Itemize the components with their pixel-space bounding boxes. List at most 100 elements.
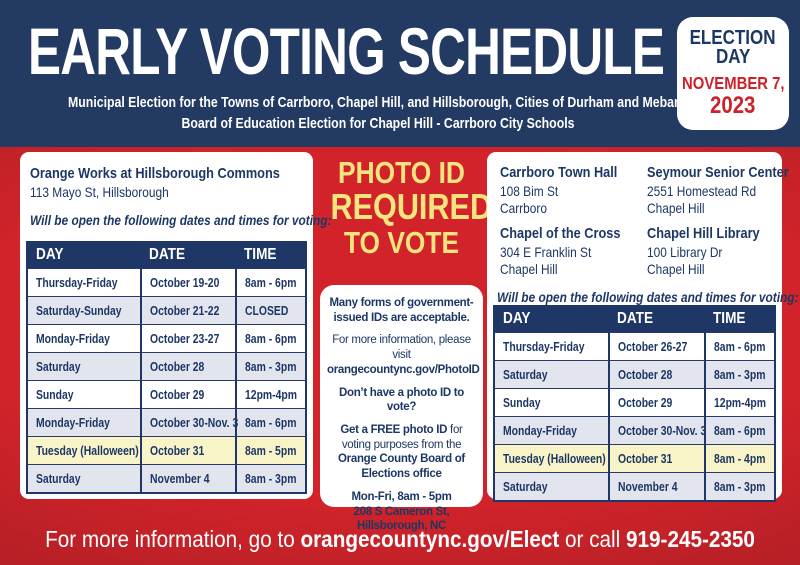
- column-header-date: DATE: [609, 305, 705, 332]
- hillsborough-panel-text: Orange Works at Hillsborough Commons 113…: [20, 152, 332, 228]
- photoid-url: orangecountync.gov/PhotoID: [327, 363, 480, 376]
- page-title: EARLY VOTING SCHEDULE: [28, 18, 800, 84]
- table-row: Saturday-Sunday October 21-22 CLOSED: [27, 296, 306, 325]
- cell-time: 8am - 6pm: [703, 332, 775, 360]
- subtitle-line-2: Board of Education Election for Chapel H…: [181, 115, 575, 132]
- cell-date: October 19-20: [140, 268, 237, 297]
- cell-time: 8am - 6pm: [703, 416, 775, 444]
- info-more-info: For more information, please visit orang…: [327, 333, 480, 377]
- cell-day: Saturday: [503, 478, 548, 494]
- footer-text: For more information, go to orangecounty…: [40, 526, 760, 553]
- location-address: 113 Mayo St, Hillsborough: [30, 183, 169, 200]
- hillsborough-panel: Orange Works at Hillsborough Commons 113…: [20, 152, 332, 499]
- header-banner: EARLY VOTING SCHEDULE Municipal Election…: [0, 0, 800, 147]
- table-row: Monday-Friday October 30-Nov. 3 8am - 6pm: [27, 408, 306, 437]
- cell-time: 8am - 3pm: [235, 464, 306, 493]
- table-row: Saturday October 28 8am - 3pm: [27, 352, 306, 381]
- subtitle: Municipal Election for the Towns of Carr…: [0, 92, 756, 134]
- location-seymour-senior-center: Seymour Senior Center 2551 Homestead Rd …: [647, 164, 789, 217]
- table-row: Tuesday (Halloween) October 31 8am - 5pm: [27, 436, 306, 465]
- office-street: 208 S Cameron St,: [353, 505, 450, 518]
- cell-time: 12pm-4pm: [235, 380, 306, 409]
- cell-date: November 4: [608, 472, 705, 501]
- cell-date: October 29: [608, 388, 705, 416]
- table-row: Monday-Friday October 23-27 8am - 6pm: [27, 324, 306, 353]
- column-header-date: DATE: [141, 242, 237, 269]
- elections-url: orangecountync.gov/Elect: [300, 526, 560, 552]
- cell-day: Tuesday (Halloween): [36, 443, 139, 458]
- footer-prefix: For more information, go to: [45, 526, 301, 552]
- cell-day: Thursday-Friday: [503, 338, 585, 354]
- right-open-note-wrap: Will be open the following dates and tim…: [487, 286, 799, 305]
- cell-day: Monday-Friday: [36, 331, 110, 346]
- column-header-time: TIME: [236, 242, 306, 269]
- photo-id-heading: PHOTO ID REQUIRED TO VOTE: [318, 155, 493, 261]
- cell-time: 8am - 4pm: [703, 444, 775, 472]
- info-free-id-regular: for voting purposes from the: [341, 424, 463, 451]
- locations-grid: Carrboro Town Hall 108 Bim St Carrboro S…: [487, 152, 789, 286]
- cell-time: 8am - 5pm: [235, 436, 306, 465]
- cell-time: 8am - 6pm: [235, 408, 306, 437]
- cell-date: October 30-Nov. 3: [608, 416, 706, 444]
- info-office-details: Mon-Fri, 8am - 5pm 208 S Cameron St, Hil…: [327, 490, 476, 534]
- chapel-hill-carrboro-panel: Carrboro Town Hall 108 Bim St Carrboro S…: [487, 152, 799, 502]
- location-name: Orange Works at Hillsborough Commons: [30, 165, 280, 182]
- footer-contact-line: For more information, go to orangecounty…: [0, 526, 800, 553]
- cell-date: October 28: [608, 360, 705, 388]
- info-free-id: Get a FREE photo ID for voting purposes …: [327, 423, 476, 482]
- cell-date: October 26-27: [608, 332, 705, 360]
- phone-number: 919-245-2350: [626, 526, 755, 552]
- cell-day: Monday-Friday: [503, 422, 577, 438]
- cell-date: October 31: [608, 444, 705, 472]
- cell-day: Saturday-Sunday: [36, 303, 122, 318]
- cell-day: Monday-Friday: [36, 415, 110, 430]
- cell-time: 8am - 3pm: [235, 352, 306, 381]
- column-header-time: TIME: [704, 305, 775, 332]
- cell-day: Saturday: [36, 359, 81, 374]
- cell-date: November 4: [140, 464, 237, 493]
- table-row: Thursday-Friday October 26-27 8am - 6pm: [494, 332, 775, 360]
- table-row: Sunday October 29 12pm-4pm: [494, 388, 775, 416]
- cell-day: Saturday: [503, 366, 548, 382]
- cell-time: 8am - 6pm: [235, 268, 306, 297]
- cell-time: 8am - 6pm: [235, 324, 306, 353]
- table-row: Saturday November 4 8am - 3pm: [494, 472, 775, 501]
- cell-time: 12pm-4pm: [703, 388, 775, 416]
- election-badge-word-day: DAY: [715, 45, 751, 68]
- photo-id-heading-line3: TO VOTE: [343, 225, 460, 261]
- election-day-badge: ELECTION DAY NOVEMBER 7, 2023: [677, 17, 789, 130]
- cell-time: 8am - 3pm: [703, 472, 775, 501]
- cell-day: Tuesday (Halloween): [503, 450, 606, 466]
- table-header-row: DAY DATE TIME: [27, 242, 306, 269]
- location-carrboro-town-hall: Carrboro Town Hall 108 Bim St Carrboro: [500, 164, 618, 217]
- left-schedule-table: DAY DATE TIME Thursday-Friday October 19-…: [26, 241, 307, 494]
- page-title-text: EARLY VOTING SCHEDULE: [28, 14, 665, 88]
- cell-time: CLOSED: [235, 296, 306, 325]
- cell-day: Sunday: [36, 387, 74, 402]
- election-badge-word-election: ELECTION: [690, 26, 776, 49]
- election-badge-date: NOVEMBER 7,: [681, 72, 785, 93]
- cell-date: October 29: [140, 380, 237, 409]
- table-row: Thursday-Friday October 19-20 8am - 6pm: [27, 268, 306, 297]
- photo-id-heading-line2: REQUIRED: [330, 186, 493, 228]
- cell-date: October 28: [140, 352, 237, 381]
- table-row: Tuesday (Halloween) October 31 8am - 4pm: [494, 444, 775, 472]
- table-header-row: DAY DATE TIME: [494, 305, 775, 332]
- right-schedule-table: DAY DATE TIME Thursday-Friday October 26-…: [493, 304, 776, 502]
- photo-id-info-card: Many forms of government-issued IDs are …: [320, 285, 483, 532]
- table-row: Saturday October 28 8am - 3pm: [494, 360, 775, 388]
- cell-time: 8am - 3pm: [703, 360, 775, 388]
- table-row: Saturday November 4 8am - 3pm: [27, 464, 306, 493]
- info-free-id-bold1: Get a FREE photo ID: [340, 424, 448, 437]
- photo-id-heading-line1: PHOTO ID: [338, 155, 465, 190]
- column-header-day: DAY: [494, 305, 610, 332]
- subtitle-line-1: Municipal Election for the Towns of Carr…: [68, 94, 693, 111]
- info-acceptable-ids: Many forms of government-issued IDs are …: [329, 297, 474, 324]
- cell-day: Saturday: [36, 471, 81, 486]
- table-row: Monday-Friday October 30-Nov. 3 8am - 6pm: [494, 416, 775, 444]
- office-city: Hillsborough, NC: [356, 520, 447, 533]
- info-free-id-bold2: Orange County Board of Elections office: [338, 453, 465, 481]
- info-more-info-text: For more information, please visit: [332, 334, 471, 362]
- location-chapel-of-the-cross: Chapel of the Cross 304 E Franklin St Ch…: [500, 224, 621, 277]
